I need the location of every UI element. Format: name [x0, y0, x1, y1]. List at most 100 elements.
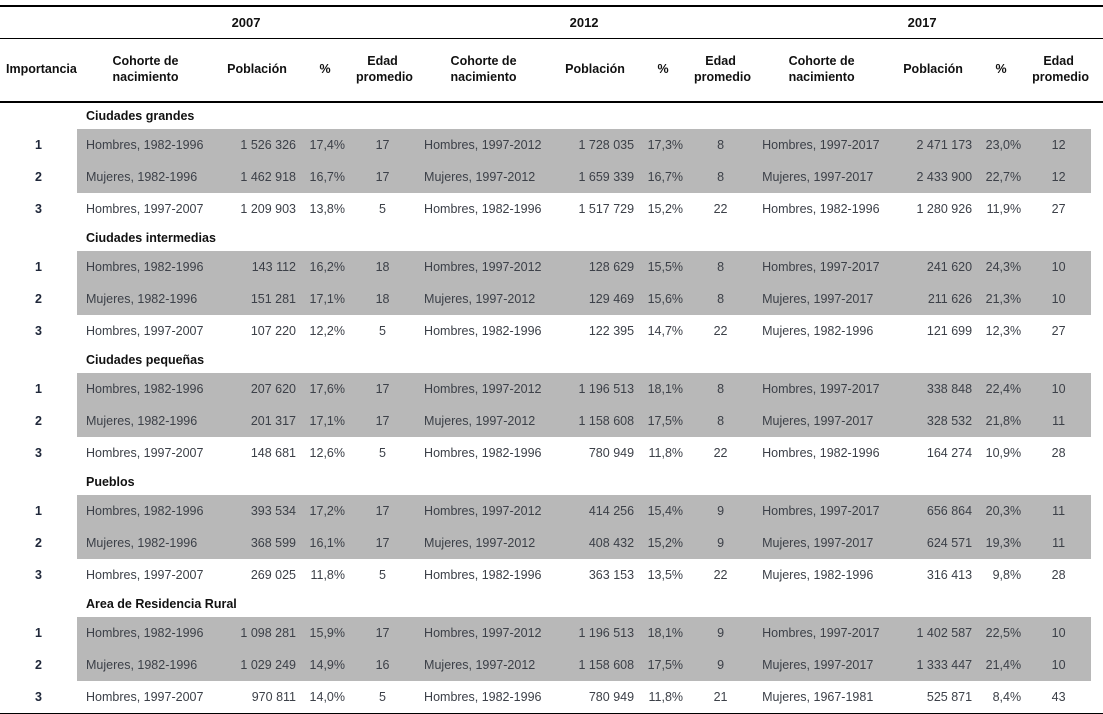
edad-promedio-value-2012: 8: [688, 129, 754, 161]
pct-value-2012: 17,3%: [638, 129, 689, 161]
pct-value-2007: 13,8%: [309, 202, 345, 216]
section-title: Ciudades intermedias: [86, 231, 216, 245]
poblacion-value-2012: 1 659 339: [552, 161, 639, 193]
importancia-value: 3: [0, 559, 77, 591]
poblacion-value-2017: 211 626: [890, 283, 977, 315]
poblacion-value-2007: 269 025: [250, 568, 296, 582]
table-row: 2 Mujeres, 1982-1996 368 599 16,1% 17 Mujeres…: [0, 527, 1103, 559]
edad-promedio-value-2012: 8: [688, 405, 754, 437]
edad-promedio-value-2012: 21: [713, 690, 728, 704]
row-spacer: [1091, 437, 1103, 469]
edad-promedio-value-2017: 43: [1051, 690, 1066, 704]
pct-value-2012: 18,1%: [638, 617, 689, 649]
cohorte-value-2007: Hombres, 1982-1996: [77, 373, 214, 405]
cohorte-value-2017: Mujeres, 1997-2017: [753, 649, 891, 681]
section-header-row: Ciudades grandes: [0, 102, 1103, 129]
year-header-2007: 2007: [77, 6, 416, 39]
importancia-value: 3: [0, 193, 77, 225]
pct-value-2012: 11,8%: [648, 690, 684, 704]
edad-promedio-value-2017: 10: [1026, 373, 1092, 405]
row-spacer: [1091, 559, 1103, 591]
cohorte-value-2017: Mujeres, 1982-1996: [762, 324, 874, 338]
cohorte-value-2012: Hombres, 1982-1996: [424, 446, 542, 460]
edad-promedio-value-2012: 22: [713, 324, 728, 338]
edad-promedio-value-2007: 5: [379, 568, 386, 582]
poblacion-value-2017: 316 413: [926, 568, 973, 582]
poblacion-value-2007: 143 112: [214, 251, 300, 283]
poblacion-value-2012: 1 196 513: [552, 617, 639, 649]
pct-value-2007: 17,4%: [300, 129, 350, 161]
pct-value-2007: 14,0%: [309, 690, 345, 704]
cohorte-value-2007: Hombres, 1982-1996: [77, 129, 214, 161]
cohorte-value-2017: Mujeres, 1997-2017: [753, 161, 891, 193]
edad-promedio-value-2017: 27: [1051, 324, 1066, 338]
edad-promedio-value-2007: 5: [379, 446, 386, 460]
edad-promedio-value-2007: 17: [350, 405, 416, 437]
edad-promedio-value-2012: 22: [713, 568, 728, 582]
pct-value-2012: 15,2%: [647, 202, 684, 216]
table-row: 3 Hombres, 1997-2007 269 025 11,8% 5 Hombres,…: [0, 559, 1103, 591]
col-header-importancia: Importancia: [0, 38, 77, 103]
poblacion-value-2007: 148 681: [250, 446, 296, 460]
col-header-pct-2007: %: [300, 38, 350, 103]
pct-value-2017: 8,4%: [992, 690, 1022, 704]
importancia-value: 3: [0, 437, 77, 469]
cohorte-value-2007: Hombres, 1997-2007: [86, 202, 204, 216]
pct-value-2017: 23,0%: [976, 129, 1027, 161]
poblacion-value-2017: 624 571: [890, 527, 977, 559]
cohorte-value-2017: Mujeres, 1997-2017: [753, 527, 891, 559]
pct-value-2012: 15,2%: [638, 527, 689, 559]
poblacion-value-2007: 368 599: [214, 527, 300, 559]
poblacion-value-2017: 241 620: [890, 251, 977, 283]
poblacion-value-2007: 207 620: [214, 373, 300, 405]
poblacion-value-2007: 107 220: [250, 324, 296, 338]
col-header-edad-2007: Edad promedio: [350, 38, 416, 103]
row-spacer: [1091, 315, 1103, 347]
pct-value-2012: 17,5%: [638, 649, 689, 681]
cohorte-value-2007: Hombres, 1997-2007: [86, 324, 204, 338]
section-importancia-empty: [0, 469, 77, 495]
row-spacer: [1091, 617, 1103, 649]
row-spacer: [1091, 649, 1103, 681]
pct-value-2017: 22,7%: [976, 161, 1027, 193]
col-header-pct-2012: %: [638, 38, 689, 103]
cohorte-value-2012: Mujeres, 1997-2012: [415, 405, 553, 437]
cohorte-value-2017: Mujeres, 1997-2017: [753, 405, 891, 437]
row-spacer: [1091, 495, 1103, 527]
cohorte-value-2012: Mujeres, 1997-2012: [415, 649, 553, 681]
pct-value-2007: 12,6%: [309, 446, 345, 460]
row-spacer: [1091, 405, 1103, 437]
cohorte-value-2017: Hombres, 1997-2017: [753, 251, 891, 283]
edad-promedio-value-2017: 11: [1026, 527, 1092, 559]
cohorte-value-2017: Hombres, 1997-2017: [753, 617, 891, 649]
column-header-row: Importancia Cohorte de nacimiento Poblac…: [0, 38, 1103, 103]
cohorte-value-2012: Hombres, 1982-1996: [424, 568, 542, 582]
cohorte-value-2007: Mujeres, 1982-1996: [77, 405, 214, 437]
poblacion-value-2012: 780 949: [588, 690, 635, 704]
importancia-value: 1: [0, 495, 77, 527]
cohorte-value-2017: Hombres, 1997-2017: [753, 373, 891, 405]
importancia-value: 2: [0, 649, 77, 681]
section-importancia-empty: [0, 591, 77, 617]
importancia-value: 3: [0, 315, 77, 347]
edad-promedio-value-2017: 10: [1026, 649, 1092, 681]
row-spacer: [1091, 129, 1103, 161]
poblacion-value-2007: 1 098 281: [214, 617, 300, 649]
cohorte-value-2007: Hombres, 1982-1996: [77, 495, 214, 527]
pct-value-2017: 22,4%: [976, 373, 1027, 405]
pct-value-2017: 10,9%: [985, 446, 1022, 460]
importancia-value: 2: [0, 161, 77, 193]
edad-promedio-value-2012: 8: [688, 251, 754, 283]
cohorte-value-2007: Mujeres, 1982-1996: [77, 527, 214, 559]
section-importancia-empty: [0, 102, 77, 129]
section-header-row: Area de Residencia Rural: [0, 591, 1103, 617]
cohorte-value-2017: Hombres, 1997-2017: [753, 129, 891, 161]
edad-promedio-value-2017: 11: [1026, 495, 1092, 527]
edad-promedio-value-2017: 10: [1026, 251, 1092, 283]
cohorte-value-2007: Mujeres, 1982-1996: [77, 283, 214, 315]
cohorte-value-2017: Mujeres, 1997-2017: [753, 283, 891, 315]
cohorte-value-2017: Hombres, 1997-2017: [753, 495, 891, 527]
edad-promedio-value-2012: 22: [713, 202, 728, 216]
poblacion-value-2012: 1 517 729: [578, 202, 635, 216]
edad-promedio-value-2007: 17: [350, 527, 416, 559]
